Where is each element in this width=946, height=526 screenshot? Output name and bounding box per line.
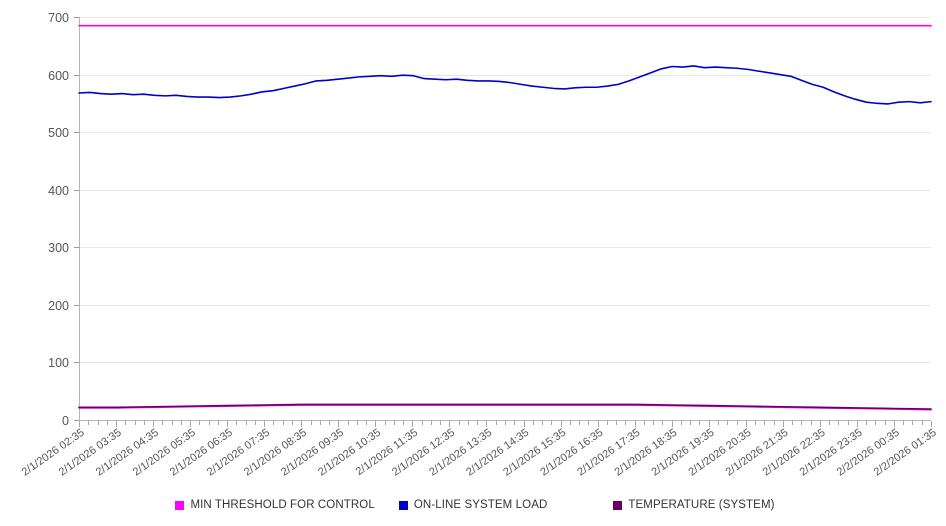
y-axis-ticks [74, 17, 79, 421]
legend-item-temperature[interactable]: TEMPERATURE (SYSTEM) [613, 499, 774, 511]
y-tick-label: 600 [48, 69, 69, 83]
legend-swatch-system-load [398, 500, 408, 510]
gridlines [79, 17, 931, 363]
y-axis-labels: 0 100 200 300 400 500 600 700 [48, 11, 69, 428]
y-tick-label: 200 [48, 299, 69, 313]
x-axis-labels: 2/1/2026 02:352/1/2026 03:352/1/2026 04:… [20, 427, 939, 479]
legend-label-temperature: TEMPERATURE (SYSTEM) [628, 499, 775, 511]
y-tick-label: 500 [48, 126, 69, 140]
x-tick-label: 2/1/2026 15:35 [501, 427, 568, 479]
x-tick-label: 2/1/2026 06:35 [168, 427, 235, 479]
y-tick-label: 700 [48, 11, 69, 25]
x-tick-label: 2/1/2026 03:35 [57, 427, 124, 479]
axis-lines [79, 17, 931, 421]
y-tick-label: 300 [48, 241, 69, 255]
x-tick-label: 2/1/2026 09:35 [279, 427, 346, 479]
x-tick-label: 2/1/2026 20:35 [686, 427, 753, 479]
x-tick-label: 2/1/2026 18:35 [612, 427, 679, 479]
x-axis-minor-ticks [79, 421, 932, 427]
x-tick-label: 2/1/2026 07:35 [205, 427, 272, 479]
x-tick-label: 2/1/2026 19:35 [649, 427, 716, 479]
plot-background [79, 17, 931, 420]
y-tick-label: 0 [62, 414, 69, 428]
x-tick-label: 2/2/2026 01:35 [872, 427, 939, 479]
x-tick-label: 2/1/2026 16:35 [538, 427, 605, 479]
chart-legend: MIN THRESHOLD FOR CONTROL ON-LINE SYSTEM… [0, 494, 946, 516]
legend-swatch-temperature [613, 500, 623, 510]
x-tick-label: 2/1/2026 13:35 [427, 427, 494, 479]
x-tick-label: 2/1/2026 08:35 [242, 427, 309, 479]
x-tick-label: 2/1/2026 05:35 [131, 427, 198, 479]
x-tick-label: 2/1/2026 17:35 [575, 427, 642, 479]
x-tick-label: 2/1/2026 12:35 [390, 427, 457, 479]
legend-label-min-threshold: MIN THRESHOLD FOR CONTROL [190, 499, 375, 511]
series-temperature-system [78, 403, 932, 410]
legend-swatch-min-threshold [175, 500, 185, 510]
x-tick-label: 2/1/2026 10:35 [316, 427, 383, 479]
x-tick-label: 2/1/2026 22:35 [761, 427, 828, 479]
x-tick-label: 2/1/2026 04:35 [94, 427, 161, 479]
x-tick-label: 2/1/2026 02:35 [20, 427, 87, 479]
y-tick-label: 400 [48, 184, 69, 198]
x-tick-label: 2/1/2026 14:35 [464, 427, 531, 479]
legend-label-system-load: ON-LINE SYSTEM LOAD [413, 499, 548, 511]
legend-item-system-load[interactable]: ON-LINE SYSTEM LOAD [398, 499, 548, 511]
series-on-line-system-load [78, 65, 932, 105]
y-tick-label: 100 [48, 356, 69, 370]
series-lines [78, 24, 932, 411]
x-tick-label: 2/1/2026 23:35 [798, 427, 865, 479]
legend-item-min-threshold[interactable]: MIN THRESHOLD FOR CONTROL [175, 499, 375, 511]
x-tick-label: 2/2/2026 00:35 [835, 427, 902, 479]
x-tick-label: 2/1/2026 21:35 [724, 427, 791, 479]
